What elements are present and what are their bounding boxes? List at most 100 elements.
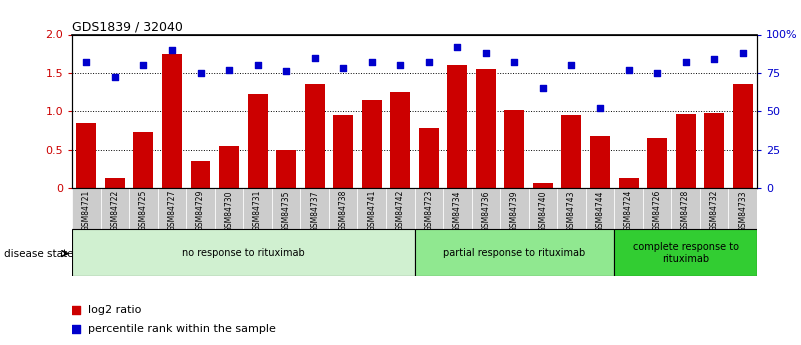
Bar bbox=[476, 69, 496, 188]
Bar bbox=[472, 188, 500, 229]
Text: percentile rank within the sample: percentile rank within the sample bbox=[88, 325, 276, 334]
Point bbox=[223, 67, 235, 72]
Bar bbox=[529, 188, 557, 229]
Bar bbox=[362, 100, 382, 188]
Bar bbox=[162, 54, 182, 188]
Bar bbox=[244, 188, 272, 229]
Text: GSM84736: GSM84736 bbox=[481, 190, 490, 231]
Bar bbox=[415, 188, 443, 229]
Bar bbox=[447, 65, 467, 188]
Bar bbox=[357, 188, 386, 229]
Text: GSM84732: GSM84732 bbox=[710, 190, 718, 231]
Bar bbox=[215, 188, 244, 229]
Bar bbox=[618, 178, 638, 188]
Bar bbox=[72, 229, 415, 276]
Bar bbox=[386, 188, 415, 229]
Text: log2 ratio: log2 ratio bbox=[88, 305, 142, 315]
Text: GSM84726: GSM84726 bbox=[653, 190, 662, 231]
Text: GSM84721: GSM84721 bbox=[82, 190, 91, 231]
Text: GSM84743: GSM84743 bbox=[567, 190, 576, 231]
Bar bbox=[675, 114, 695, 188]
Point bbox=[422, 59, 435, 65]
Text: GSM84739: GSM84739 bbox=[510, 190, 519, 231]
Text: GSM84731: GSM84731 bbox=[253, 190, 262, 231]
Text: GSM84744: GSM84744 bbox=[595, 190, 605, 231]
Point bbox=[365, 59, 378, 65]
Point bbox=[302, 29, 315, 35]
Bar bbox=[272, 188, 300, 229]
Point bbox=[537, 86, 549, 91]
Text: GSM84735: GSM84735 bbox=[282, 190, 291, 231]
Text: GSM84734: GSM84734 bbox=[453, 190, 462, 231]
Bar bbox=[304, 85, 324, 188]
Point bbox=[736, 50, 749, 56]
Bar bbox=[590, 136, 610, 188]
Text: GSM84738: GSM84738 bbox=[339, 190, 348, 231]
Bar bbox=[533, 184, 553, 188]
Bar bbox=[101, 188, 129, 229]
Point bbox=[594, 106, 606, 111]
Point bbox=[194, 70, 207, 76]
Text: GSM84742: GSM84742 bbox=[396, 190, 405, 231]
Bar bbox=[505, 110, 525, 188]
Text: GSM84729: GSM84729 bbox=[196, 190, 205, 231]
Point bbox=[708, 56, 721, 62]
Text: GSM84724: GSM84724 bbox=[624, 190, 633, 231]
Text: GSM84723: GSM84723 bbox=[425, 190, 433, 231]
Point bbox=[308, 55, 321, 60]
Bar bbox=[443, 188, 472, 229]
Bar bbox=[614, 188, 642, 229]
Bar bbox=[186, 188, 215, 229]
Bar bbox=[700, 188, 728, 229]
Bar bbox=[219, 146, 239, 188]
Bar bbox=[129, 188, 158, 229]
Text: complete response to
rituximab: complete response to rituximab bbox=[633, 242, 739, 264]
Bar bbox=[390, 92, 410, 188]
Bar bbox=[72, 188, 101, 229]
Text: GSM84728: GSM84728 bbox=[681, 190, 690, 231]
Bar bbox=[642, 188, 671, 229]
Bar bbox=[76, 123, 96, 188]
Text: GSM84730: GSM84730 bbox=[224, 190, 234, 231]
Bar bbox=[191, 161, 211, 188]
Bar bbox=[500, 188, 529, 229]
Point bbox=[302, 205, 315, 210]
Bar bbox=[728, 188, 757, 229]
Point bbox=[336, 66, 349, 71]
Bar bbox=[614, 229, 757, 276]
Bar bbox=[562, 115, 582, 188]
Bar bbox=[415, 229, 614, 276]
Text: GSM84740: GSM84740 bbox=[538, 190, 547, 231]
Bar bbox=[557, 188, 586, 229]
Bar bbox=[329, 188, 357, 229]
Point bbox=[622, 67, 635, 72]
Point bbox=[679, 59, 692, 65]
Bar bbox=[105, 178, 125, 188]
Text: GSM84727: GSM84727 bbox=[167, 190, 176, 231]
Bar bbox=[300, 188, 329, 229]
Text: GSM84733: GSM84733 bbox=[739, 190, 747, 231]
Bar bbox=[419, 128, 439, 188]
Text: partial response to rituximab: partial response to rituximab bbox=[443, 248, 586, 258]
Point bbox=[252, 62, 264, 68]
Point bbox=[280, 69, 292, 74]
Bar bbox=[333, 115, 353, 188]
Bar bbox=[134, 132, 154, 188]
Bar bbox=[248, 93, 268, 188]
Text: GDS1839 / 32040: GDS1839 / 32040 bbox=[72, 20, 183, 33]
Point bbox=[480, 50, 493, 56]
Point bbox=[451, 44, 464, 50]
Text: GSM84737: GSM84737 bbox=[310, 190, 319, 231]
Point bbox=[80, 59, 93, 65]
Point bbox=[565, 62, 578, 68]
Point bbox=[508, 59, 521, 65]
Point bbox=[108, 75, 121, 80]
Bar bbox=[586, 188, 614, 229]
Point bbox=[137, 62, 150, 68]
Point bbox=[394, 62, 407, 68]
Text: GSM84722: GSM84722 bbox=[111, 190, 119, 231]
Bar bbox=[276, 150, 296, 188]
Bar bbox=[647, 138, 667, 188]
Text: GSM84741: GSM84741 bbox=[367, 190, 376, 231]
Text: disease state: disease state bbox=[4, 249, 74, 258]
